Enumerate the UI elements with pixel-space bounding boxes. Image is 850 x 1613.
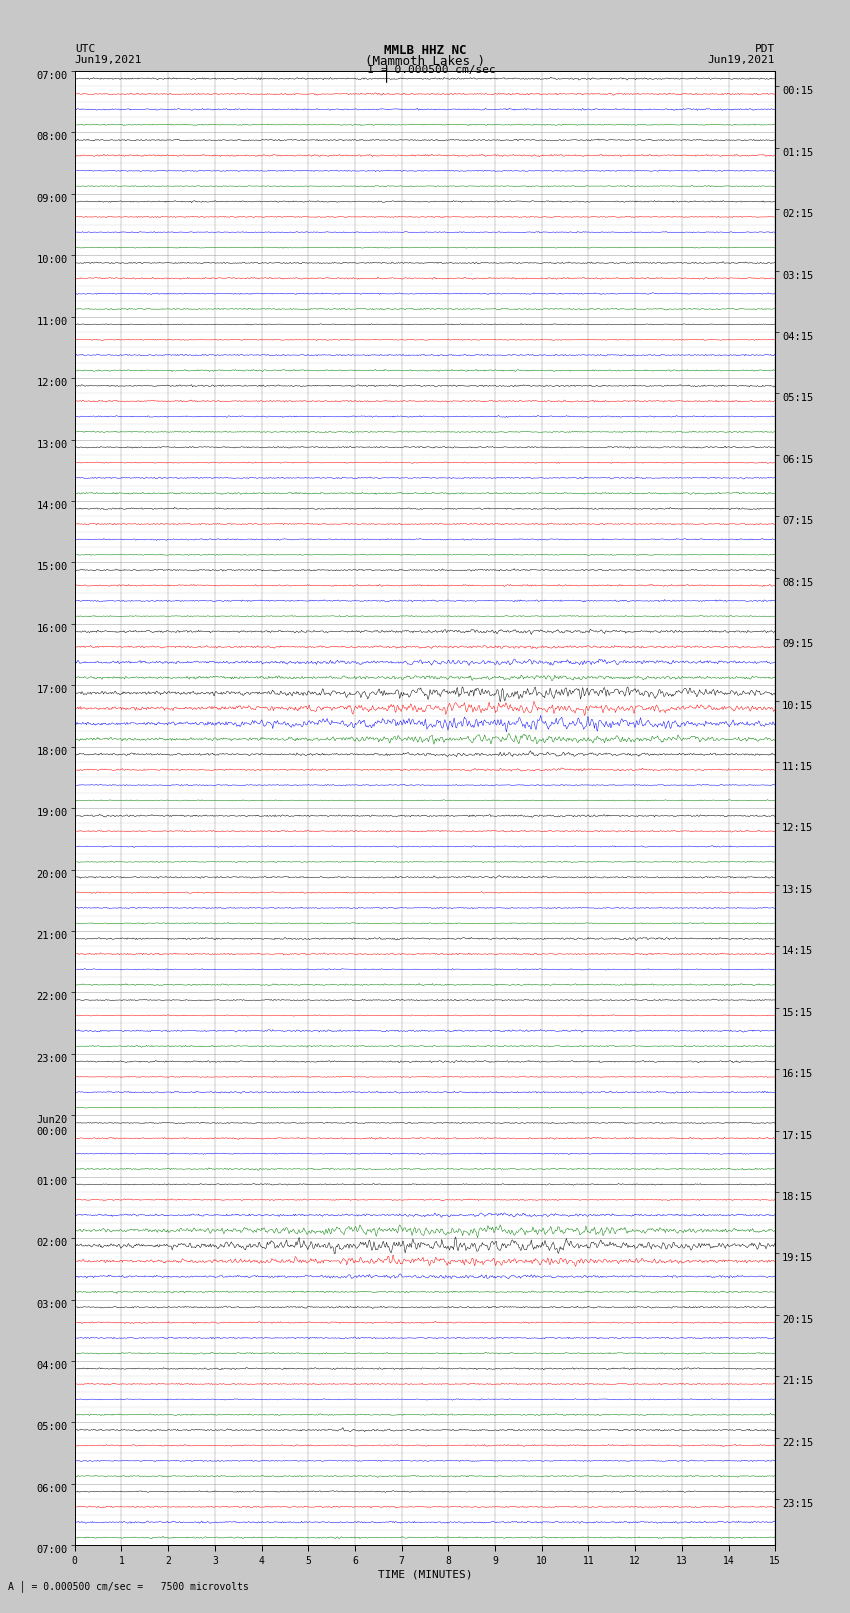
- Text: Jun19,2021: Jun19,2021: [75, 55, 142, 65]
- Text: UTC: UTC: [75, 44, 95, 55]
- Text: I = 0.000500 cm/sec: I = 0.000500 cm/sec: [354, 65, 496, 74]
- Text: PDT: PDT: [755, 44, 775, 55]
- Text: (Mammoth Lakes ): (Mammoth Lakes ): [365, 55, 485, 68]
- Text: A │ = 0.000500 cm/sec =   7500 microvolts: A │ = 0.000500 cm/sec = 7500 microvolts: [8, 1581, 249, 1592]
- Text: MMLB HHZ NC: MMLB HHZ NC: [383, 44, 467, 58]
- Text: │: │: [382, 65, 391, 82]
- X-axis label: TIME (MINUTES): TIME (MINUTES): [377, 1569, 473, 1579]
- Text: Jun19,2021: Jun19,2021: [708, 55, 775, 65]
